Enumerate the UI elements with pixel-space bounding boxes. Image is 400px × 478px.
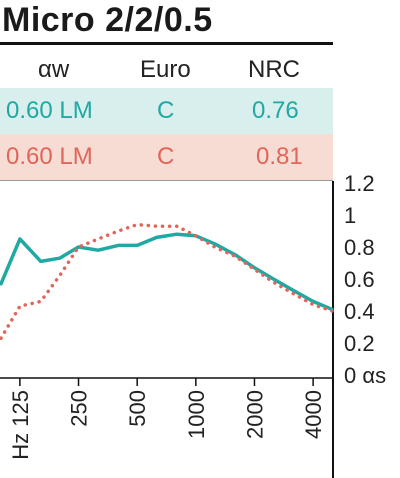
y-tick-label: 0 αs bbox=[344, 363, 386, 388]
euro-value: C bbox=[157, 143, 175, 170]
table-row: 0.60 LM C 0.81 bbox=[0, 134, 333, 180]
title-divider bbox=[0, 42, 333, 45]
y-tick-label: 0.8 bbox=[344, 235, 375, 260]
nrc-value: 0.81 bbox=[256, 143, 303, 170]
x-tick-label: 2000 bbox=[242, 390, 267, 439]
header-euro: Euro bbox=[140, 56, 191, 83]
aw-value: 0.60 LM bbox=[6, 97, 93, 124]
x-tick-label: 500 bbox=[125, 390, 150, 427]
header-nrc: NRC bbox=[248, 56, 300, 83]
y-tick-label: 0.4 bbox=[344, 299, 375, 324]
nrc-value: 0.76 bbox=[252, 97, 299, 124]
y-tick-label: 1 bbox=[344, 203, 356, 228]
page-title: Micro 2/2/0.5 bbox=[2, 1, 213, 39]
y-tick-label: 1.2 bbox=[344, 171, 375, 196]
series-line-teal bbox=[0, 232, 334, 312]
header-aw: αw bbox=[38, 56, 70, 83]
y-tick-label: 0.2 bbox=[344, 331, 375, 356]
x-tick-label: 1000 bbox=[184, 390, 209, 439]
x-tick-label: Hz 125 bbox=[8, 390, 33, 460]
table-divider bbox=[0, 180, 333, 181]
table-row: 0.60 LM C 0.76 bbox=[0, 88, 333, 134]
euro-value: C bbox=[157, 97, 175, 124]
y-tick-label: 0.6 bbox=[344, 267, 375, 292]
aw-value: 0.60 LM bbox=[6, 143, 93, 170]
series-line-coral bbox=[0, 222, 334, 340]
x-tick-label: 4000 bbox=[301, 390, 326, 439]
x-tick-label: 250 bbox=[67, 390, 92, 427]
